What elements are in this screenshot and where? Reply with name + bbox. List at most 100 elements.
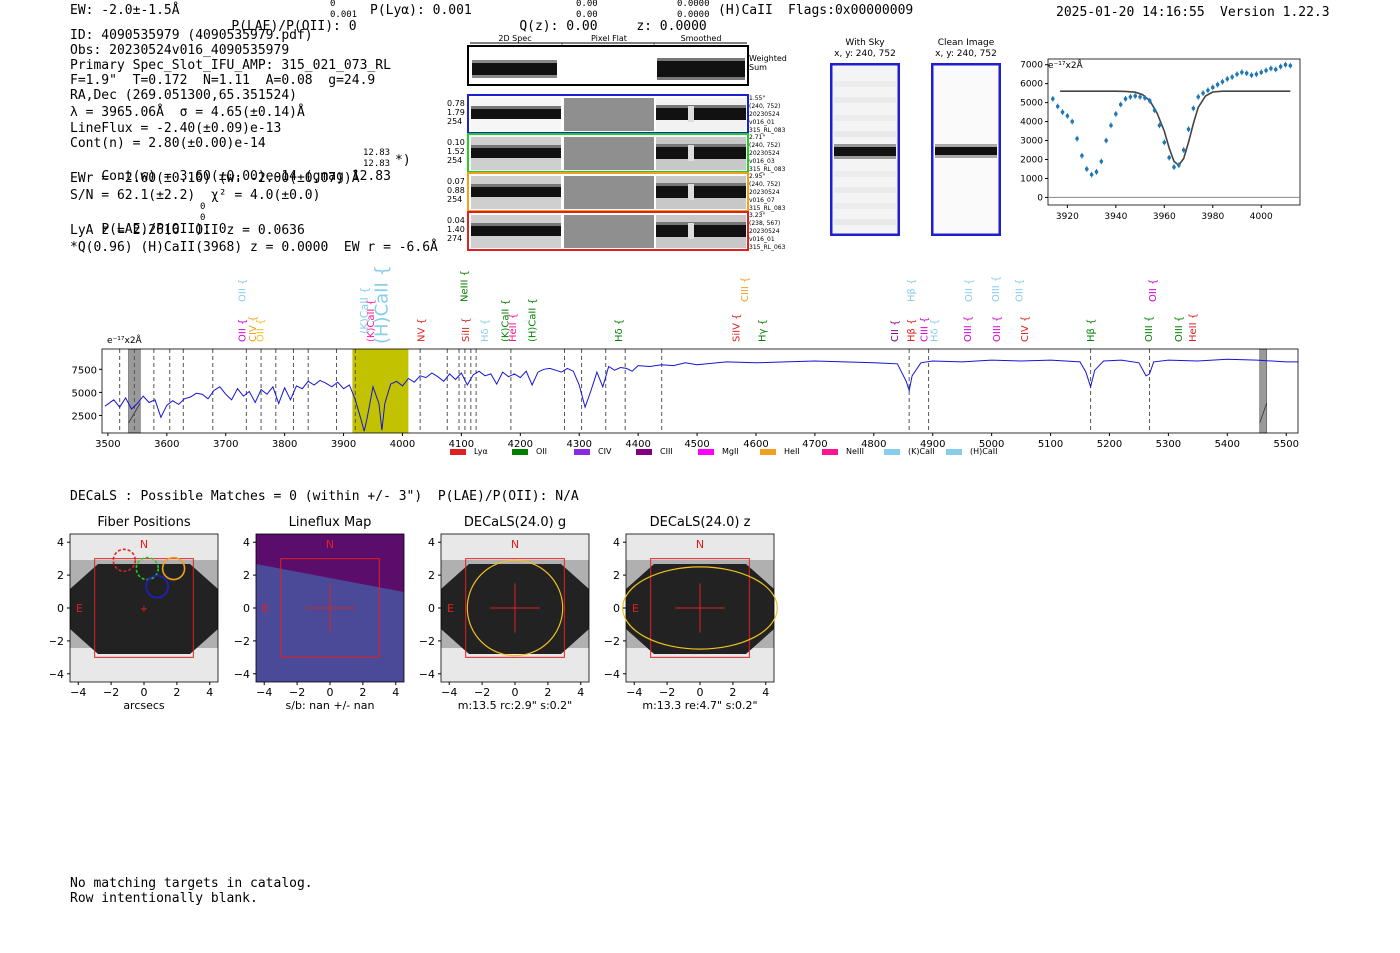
emission-line-label: (K)CaII { (500, 299, 511, 342)
emission-line-label: OII { (1148, 279, 1159, 302)
emission-line-label: OII { (964, 279, 975, 302)
header-plae-sup: 0 (330, 0, 336, 9)
line-legend: Lyα OII CIV CIII MgII HeII NeIII (K)CaII (H)CaII (450, 447, 1010, 459)
emission-line-label: Hβ { (906, 279, 917, 302)
info-lya: LyA z = 2.2616 OII z = 0.0636 (70, 223, 305, 238)
cutouts-svg (467, 42, 749, 251)
emission-line-label: (K)CaII { (358, 287, 371, 334)
cutout-smoothed-trace (656, 147, 746, 159)
zoom-point (1075, 136, 1079, 141)
cutout-header-smoothed: Smoothed (680, 34, 722, 43)
decals-panel-title: DECaLS(24.0) g (464, 515, 566, 530)
cutouts-panel: 2D Spec Pixel Flat Smoothed Weighted Sum… (440, 32, 800, 256)
decals-ytick-label: −4 (604, 668, 620, 681)
spectrum-xtick-label: 5100 (1038, 439, 1063, 450)
header-line: (H)CaII (718, 3, 773, 18)
decals-xtick-label: −4 (626, 686, 642, 699)
zoom-point (1152, 108, 1157, 112)
zoom-unit-label: e⁻¹⁷x2Å (1048, 61, 1083, 71)
legend-label: HeII (784, 447, 800, 456)
zoom-point (1123, 97, 1128, 101)
emission-line-label: OII { (238, 319, 249, 342)
cutout-left-4-c: 274 (447, 234, 463, 243)
legend-item: OII (512, 447, 547, 456)
info-sn: S/N = 62.1(±2.2) χ² = 4.0(±0.0) (70, 188, 321, 203)
spectrum-ytick-label: 7500 (72, 365, 97, 376)
decals-xtick-label: 4 (206, 686, 213, 699)
clean-image (931, 63, 1001, 236)
decals-xtick-label: 4 (762, 686, 769, 699)
cutout-smoothed-trace (656, 225, 746, 237)
emission-line-label: OIII { (963, 316, 974, 342)
spectrum-xtick-label: 3800 (272, 439, 297, 450)
fiber-circle (161, 556, 186, 581)
zoom-point (1099, 159, 1104, 164)
cutout-smoothed-gap (688, 106, 694, 122)
cutout-right-4-a: 3.23" (749, 212, 766, 219)
header-flags: Flags:0x00000009 (788, 3, 914, 18)
emission-line-label: OIII { (1144, 316, 1155, 342)
zoom-ytick-label: 1000 (1020, 174, 1043, 184)
legend-item: NeIII (822, 447, 864, 456)
spectrum-ytick-label: 2500 (72, 411, 97, 422)
cutout-smoothed-gap (688, 223, 694, 239)
emission-line-label: SiIV { (731, 314, 742, 342)
decals-source (70, 564, 218, 654)
zoom-point (1172, 165, 1176, 169)
zoom-chart: 0 1000 2000 3000 4000 5000 6000 7000 3920 3940 396… (1020, 58, 1301, 222)
spectrum-xtick-label: 4800 (861, 439, 886, 450)
emission-line-label: NV { (417, 318, 428, 342)
cutout-left-3-c: 254 (447, 195, 463, 204)
decals-ytick-label: 0 (243, 602, 250, 615)
cutout-right-3-d: v016_07 (749, 197, 775, 204)
zoom-point (1167, 155, 1171, 160)
zoom-ytick-label: 7000 (1020, 61, 1043, 71)
masked-hatch (1259, 402, 1268, 424)
legend-label: (H)CaII (970, 447, 998, 456)
decals-xtick-label: 2 (729, 686, 736, 699)
zoom-point (1055, 104, 1060, 109)
zoom-point (1089, 172, 1094, 177)
spectrum-xtick-label: 4300 (566, 439, 591, 450)
decals-ytick-label: 2 (57, 569, 64, 582)
legend-swatch (636, 448, 652, 455)
cutout-row-2: 0.10 1.52 254 2.71" (240, 752) 20230524 v016_… (440, 134, 800, 174)
legend-item: (H)CaII (946, 447, 997, 456)
zoom-point (1104, 138, 1108, 143)
zoom-point (1138, 95, 1142, 99)
weighted-sum-label: Weighted Sum (749, 54, 787, 72)
east-label: E (262, 602, 269, 615)
cutout-header-pixelflat: Pixel Flat (591, 34, 627, 43)
emission-line-label: (H)CaII { (527, 298, 538, 342)
north-label: N (511, 538, 519, 551)
zoom-point (1206, 88, 1210, 93)
fiber-circle (145, 574, 169, 599)
info-plae-sub: 0 (200, 213, 206, 223)
emission-line-label: CIII { (740, 277, 751, 302)
legend-swatch (760, 448, 776, 455)
info-block: ID: 4090535979 (4090535979.pdf) Obs: 202… (70, 28, 450, 258)
decals-xtick-label: 2 (544, 686, 551, 699)
header-datetime: 2025-01-20 14:16:55 (1056, 5, 1205, 20)
zoom-point (1283, 62, 1288, 67)
decals-xtick-label: −2 (289, 686, 305, 699)
zoom-point (1147, 98, 1152, 103)
cutout-smoothed-trace (656, 108, 746, 120)
emission-line-label: NeIII { (460, 270, 471, 302)
legend-item: Lyα (450, 447, 488, 456)
emission-line-label: OIII { (992, 316, 1003, 342)
zoom-point (1109, 123, 1113, 128)
zoom-point (1225, 77, 1230, 81)
info-contw-text: Cont(w) = 3.60(±0.00)e-14 (gmag 12.83 (101, 169, 391, 184)
info-lambda: λ = 3965.06Å σ = 4.65(±0.14)Å (70, 105, 305, 120)
cutout-2dspec-edge (471, 184, 561, 187)
decals-panel: DECaLS(24.0) g N E 4 2 0 −2 −4 −4 −2 0 2 4 m:13.5 rc:… (419, 515, 590, 712)
decals-ytick-label: −4 (234, 668, 250, 681)
cutout-left-4-b: 1.40 (447, 225, 465, 234)
decals-ytick-label: −2 (419, 635, 435, 648)
decals-xlabel: s/b: nan +/- nan (286, 699, 375, 712)
spectrum-xtick-label: 4200 (508, 439, 533, 450)
cutout-2dspec-trace (471, 226, 561, 236)
legend-item: HeII (760, 447, 800, 456)
cutout-2dspec-edge (471, 106, 561, 109)
